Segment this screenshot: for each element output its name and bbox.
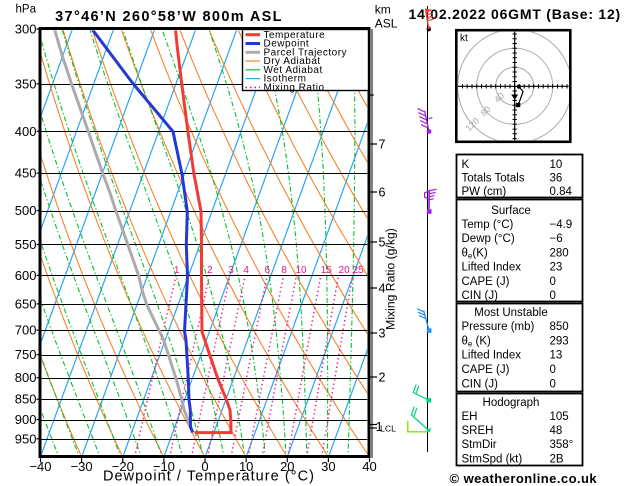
- svg-text:10: 10: [550, 159, 563, 171]
- svg-text:−40: −40: [29, 459, 51, 474]
- svg-text:−20: −20: [112, 459, 134, 474]
- svg-text:0: 0: [550, 276, 556, 288]
- svg-text:23: 23: [550, 262, 563, 274]
- svg-text:293: 293: [550, 335, 569, 347]
- svg-text:Dewpoint / Temperature (°C): Dewpoint / Temperature (°C): [103, 469, 315, 485]
- svg-text:37°46’N 260°58’W 800m ASL: 37°46’N 260°58’W 800m ASL: [55, 9, 283, 25]
- svg-text:Mixing Ratio: Mixing Ratio: [264, 83, 325, 94]
- svg-text:0: 0: [550, 364, 556, 376]
- svg-text:Isotherm: Isotherm: [264, 74, 307, 85]
- svg-text:−10: −10: [153, 459, 175, 474]
- svg-text:θe (K): θe (K): [462, 335, 492, 348]
- svg-text:5: 5: [379, 236, 386, 250]
- svg-text:ASL: ASL: [375, 17, 398, 31]
- svg-text:900: 900: [15, 412, 37, 427]
- svg-text:300: 300: [15, 22, 37, 37]
- svg-text:Parcel Trajectory: Parcel Trajectory: [264, 47, 348, 58]
- svg-text:PW (cm): PW (cm): [462, 186, 507, 198]
- svg-text:Surface: Surface: [491, 205, 531, 217]
- svg-text:Temp (°C): Temp (°C): [462, 219, 514, 231]
- svg-text:Dry Adiabat: Dry Adiabat: [264, 56, 321, 67]
- svg-text:7: 7: [379, 138, 386, 152]
- svg-text:4: 4: [243, 265, 249, 276]
- svg-text:6: 6: [265, 265, 271, 276]
- svg-text:−4.9: −4.9: [550, 219, 573, 231]
- svg-text:km: km: [375, 3, 391, 17]
- svg-text:© weatheronline.co.uk: © weatheronline.co.uk: [450, 471, 598, 486]
- svg-text:Dewpoint: Dewpoint: [264, 39, 310, 50]
- svg-text:CIN (J): CIN (J): [462, 290, 499, 302]
- svg-text:850: 850: [15, 392, 37, 407]
- svg-text:Mixing Ratio (g/kg): Mixing Ratio (g/kg): [384, 228, 398, 330]
- svg-text:2B: 2B: [550, 453, 564, 465]
- svg-text:Lifted Index: Lifted Index: [462, 350, 522, 362]
- svg-text:6: 6: [379, 186, 386, 200]
- svg-text:48: 48: [550, 425, 563, 437]
- svg-text:θe(K): θe(K): [462, 247, 488, 260]
- svg-text:hPa: hPa: [16, 4, 37, 16]
- svg-text:CAPE (J): CAPE (J): [462, 364, 510, 376]
- svg-text:550: 550: [15, 237, 37, 252]
- svg-text:10: 10: [239, 459, 253, 474]
- svg-text:Hodograph: Hodograph: [483, 397, 540, 409]
- svg-text:2: 2: [207, 265, 213, 276]
- svg-text:EH: EH: [462, 411, 478, 423]
- svg-text:40: 40: [362, 459, 376, 474]
- svg-text:0: 0: [201, 459, 208, 474]
- svg-text:600: 600: [15, 268, 37, 283]
- svg-text:0: 0: [550, 378, 556, 390]
- svg-text:36: 36: [550, 173, 563, 185]
- svg-text:Dewp (°C): Dewp (°C): [462, 233, 515, 245]
- svg-text:0.84: 0.84: [550, 186, 573, 198]
- svg-text:800: 800: [15, 370, 37, 385]
- svg-text:450: 450: [15, 166, 37, 181]
- svg-text:1: 1: [174, 265, 180, 276]
- svg-text:105: 105: [550, 411, 569, 423]
- svg-text:850: 850: [550, 321, 569, 333]
- svg-text:500: 500: [15, 203, 37, 218]
- svg-text:4: 4: [379, 282, 386, 296]
- svg-text:Temperature: Temperature: [264, 30, 326, 41]
- svg-text:StmSpd (kt): StmSpd (kt): [462, 453, 523, 465]
- svg-text:8: 8: [281, 265, 287, 276]
- svg-text:Most Unstable: Most Unstable: [474, 307, 548, 319]
- svg-text:400: 400: [15, 124, 37, 139]
- svg-text:25: 25: [353, 265, 365, 276]
- svg-text:Lifted Index: Lifted Index: [462, 262, 522, 274]
- svg-text:14.02.2022 06GMT (Base: 12): 14.02.2022 06GMT (Base: 12): [409, 6, 622, 22]
- svg-text:750: 750: [15, 347, 37, 362]
- svg-text:−6: −6: [550, 233, 563, 245]
- svg-text:3: 3: [228, 265, 234, 276]
- svg-text:350: 350: [15, 76, 37, 91]
- svg-text:20: 20: [339, 265, 351, 276]
- svg-text:LCL: LCL: [380, 424, 396, 434]
- svg-text:13: 13: [550, 350, 563, 362]
- svg-text:CIN (J): CIN (J): [462, 378, 499, 390]
- svg-text:30: 30: [321, 459, 335, 474]
- svg-text:Wet Adiabat: Wet Adiabat: [264, 65, 323, 76]
- svg-text:0: 0: [550, 290, 556, 302]
- svg-text:1: 1: [376, 420, 383, 434]
- svg-text:15: 15: [321, 265, 333, 276]
- svg-text:650: 650: [15, 296, 37, 311]
- svg-text:SREH: SREH: [462, 425, 494, 437]
- svg-text:StmDir: StmDir: [462, 439, 497, 451]
- svg-text:K: K: [462, 159, 470, 171]
- svg-text:20: 20: [280, 459, 294, 474]
- svg-text:358°: 358°: [550, 439, 574, 451]
- svg-text:Totals Totals: Totals Totals: [462, 173, 525, 185]
- svg-text:−30: −30: [71, 459, 93, 474]
- svg-text:280: 280: [550, 247, 569, 259]
- svg-text:700: 700: [15, 323, 37, 338]
- svg-text:CAPE (J): CAPE (J): [462, 276, 510, 288]
- svg-text:kt: kt: [460, 33, 468, 44]
- svg-text:3: 3: [379, 327, 386, 341]
- svg-text:950: 950: [15, 431, 37, 446]
- svg-text:2: 2: [379, 371, 386, 385]
- svg-text:Pressure (mb): Pressure (mb): [462, 321, 535, 333]
- svg-text:10: 10: [295, 265, 307, 276]
